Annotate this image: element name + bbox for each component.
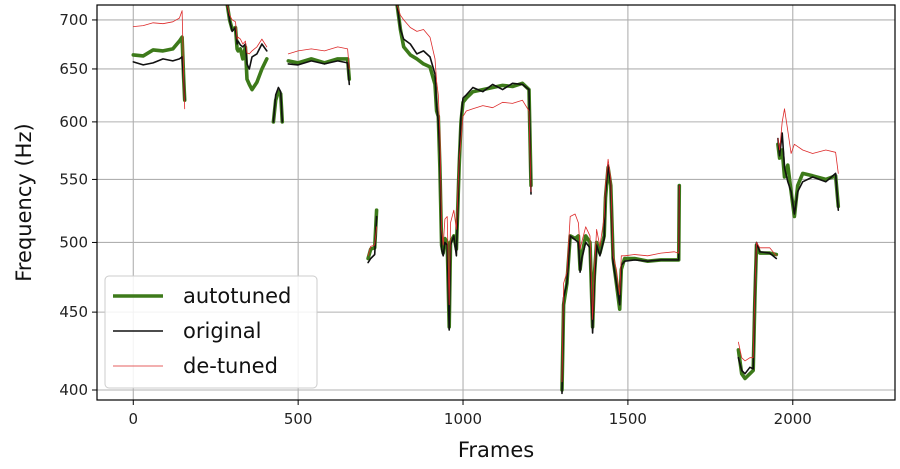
series-line-de-tuned <box>367 226 378 257</box>
axis-ticks: 0 500 1000 1500 2000 400 450 500 550 600 650 700 <box>59 11 812 428</box>
x-tick-label: 2000 <box>774 410 812 428</box>
series-line-autotuned <box>776 142 841 219</box>
series-line-de-tuned <box>287 46 350 70</box>
legend-box <box>104 275 318 389</box>
y-tick-label: 400 <box>59 381 88 399</box>
series-line-de-tuned <box>777 108 839 174</box>
series-line-de-tuned <box>226 5 268 55</box>
plot-frame <box>96 4 896 401</box>
series-line-original <box>561 164 681 395</box>
series-layer <box>131 5 841 395</box>
y-tick-label: 700 <box>59 11 88 29</box>
series-line-de-tuned <box>132 10 186 110</box>
y-tick-label: 500 <box>59 233 88 251</box>
y-tick-label: 600 <box>59 113 88 131</box>
x-tick-label: 1500 <box>609 410 647 428</box>
x-tick-label: 1000 <box>444 410 482 428</box>
y-tick-label: 650 <box>59 60 88 78</box>
legend-label-autotuned: autotuned <box>183 284 291 308</box>
y-tick-label: 550 <box>59 170 88 188</box>
series-line-original <box>396 5 532 331</box>
series-line-original <box>132 56 186 101</box>
series-line-de-tuned <box>738 241 777 362</box>
x-axis-title: Frames <box>458 438 534 462</box>
y-axis-title: Frequency (Hz) <box>12 123 36 281</box>
legend-label-original: original <box>183 319 262 343</box>
legend-label-de-tuned: de-tuned <box>183 354 278 378</box>
series-line-original <box>272 86 284 123</box>
x-tick-label: 500 <box>284 410 313 428</box>
series-line-de-tuned <box>396 5 532 306</box>
series-line-original <box>777 132 840 215</box>
series-line-autotuned <box>225 5 269 92</box>
series-line-autotuned <box>286 57 352 81</box>
series-line-de-tuned <box>561 158 680 383</box>
x-tick-label: 0 <box>128 410 138 428</box>
series-de-tuned <box>132 5 839 383</box>
y-tick-label: 450 <box>59 303 88 321</box>
legend: autotuned original de-tuned <box>104 275 318 389</box>
series-line-original <box>287 60 351 86</box>
series-line-original <box>226 5 268 70</box>
